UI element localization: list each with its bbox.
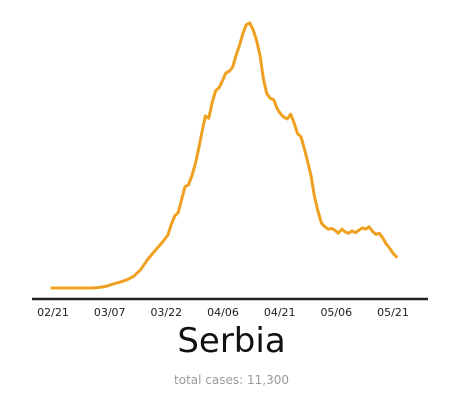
x-axis-ticks: 02/21 03/07 03/22 04/06 04/21 05/06 05/21 <box>37 306 409 319</box>
x-tick-label: 05/06 <box>320 306 352 319</box>
total-cases-subtitle: total cases: 11,300 <box>174 373 289 387</box>
x-tick-label: 04/06 <box>207 306 239 319</box>
x-tick-label: 02/21 <box>37 306 69 319</box>
chart-title: Serbia <box>177 321 286 361</box>
x-tick-label: 03/07 <box>94 306 126 319</box>
line-chart: 02/21 03/07 03/22 04/06 04/21 05/06 05/21 <box>32 21 428 319</box>
x-tick-label: 05/21 <box>377 306 409 319</box>
plot-area <box>50 21 398 290</box>
x-tick-label: 04/21 <box>264 306 296 319</box>
x-tick-label: 03/22 <box>150 306 182 319</box>
series-line-0 <box>50 21 398 290</box>
